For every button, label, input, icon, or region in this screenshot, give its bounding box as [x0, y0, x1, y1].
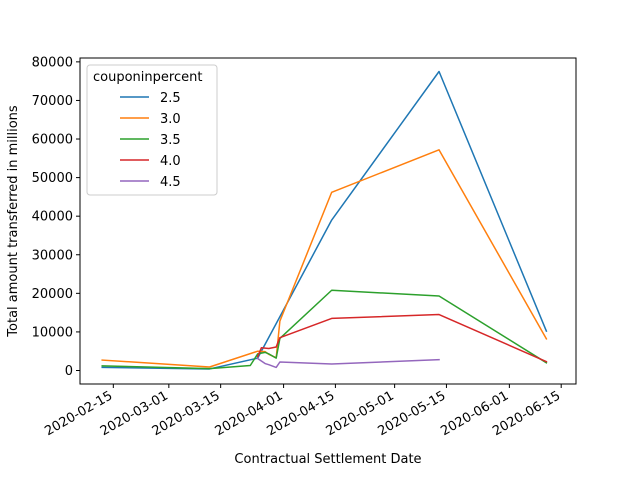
series-line-4-0 [256, 313, 548, 363]
legend-label: 4.0 [160, 154, 181, 169]
plot-lines [101, 70, 548, 370]
x-axis: 2020-02-152020-03-012020-03-152020-04-01… [42, 384, 563, 439]
x-axis-label: Contractual Settlement Date [234, 452, 421, 467]
y-axis: 0 10000 20000 30000 40000 50000 60000 70000 8000… [32, 55, 80, 379]
y-tick-label: 0 [65, 364, 73, 379]
legend: couponinpercent 2.5 3.0 3.5 4.0 4.5 [86, 64, 218, 196]
legend-box [86, 64, 218, 196]
series-line-3-5 [101, 289, 548, 370]
legend-label: 2.5 [160, 91, 181, 106]
series-line-4-5 [256, 357, 440, 369]
y-tick-label: 80000 [32, 55, 73, 70]
y-tick-label: 10000 [32, 325, 73, 340]
y-tick-label: 60000 [32, 133, 73, 148]
y-tick-label: 70000 [32, 94, 73, 109]
legend-items: 2.5 3.0 3.5 4.0 4.5 [120, 91, 181, 190]
legend-label: 3.0 [160, 112, 181, 127]
y-tick-label: 20000 [32, 287, 73, 302]
y-tick-label: 40000 [32, 210, 73, 225]
plot-frame [79, 57, 577, 385]
legend-title: couponinpercent [93, 70, 202, 85]
y-tick-label: 30000 [32, 248, 73, 263]
y-tick-label: 50000 [32, 171, 73, 186]
legend-label: 3.5 [160, 133, 181, 148]
legend-label: 4.5 [160, 175, 181, 190]
y-axis-label: Total amount transferred in millions [6, 105, 21, 338]
